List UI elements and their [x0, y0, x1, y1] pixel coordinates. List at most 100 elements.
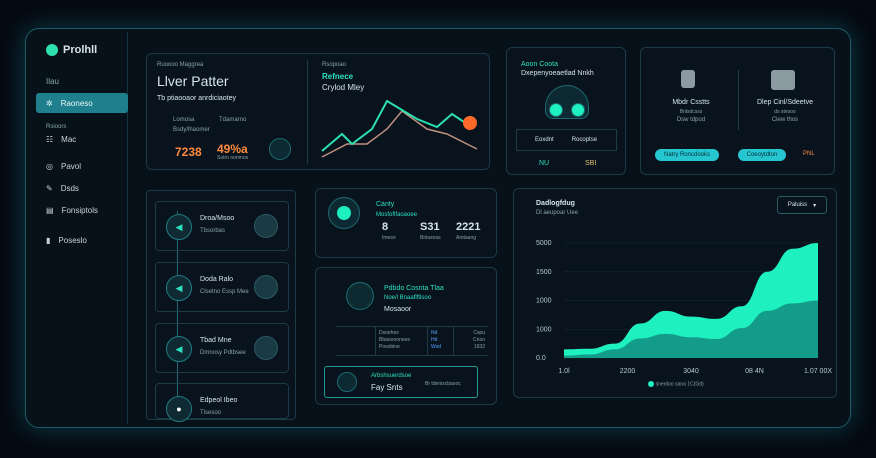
sidebar: Prolhll Ilau ✲ Raoneso Rsioors ☷ Mac ◎ Pavo… [30, 32, 128, 424]
hero-stat-2: 49%a [217, 142, 248, 156]
x-tick-label: 1.07 00X [804, 368, 832, 375]
profile-sub: Bnlsdcsss [679, 109, 703, 115]
y-tick-label: 0.0 [536, 355, 546, 362]
footer-label: Arbshsuerdsoe [371, 373, 412, 379]
x-tick-label: 08 4N [745, 368, 764, 375]
area-chart: 0.0 1000 1000 1500 5000 1.0l 2200 3040 08 4N 1.07… [536, 240, 832, 375]
hero-stat-label: Sutro oonmos [217, 155, 249, 161]
agent-card: Aoon Coota Dxepenyoeaetlad Nnkh Eoxdnt Ro… [506, 47, 626, 175]
timeline-item[interactable]: ◀ Droa/Msoo Tbsorbas [155, 201, 289, 251]
county-stat-value: S31 [420, 221, 440, 233]
sidebar-item-label: Poseslo [58, 235, 87, 245]
sparkle-icon: ✲ [46, 98, 53, 108]
send-icon: ◀ [166, 214, 192, 240]
trend-eyebrow: Rsopoao [322, 62, 347, 68]
sidebar-item-poseslo[interactable]: ▮ Poseslo [36, 230, 128, 250]
y-tick-label: 1000 [536, 298, 552, 305]
x-tick-label: 2200 [620, 368, 636, 375]
timeline-title: Droa/Msoo [200, 215, 235, 222]
county-stat-label: Amtaang [456, 235, 477, 241]
legend-swatch [648, 381, 655, 387]
sidebar-item-dsds[interactable]: ✎ Dsds [36, 178, 128, 198]
trend-title: Refnece [322, 72, 354, 81]
timeline-sub: Dmnosy Pdtbsee [200, 350, 246, 356]
profile-meta: Clew thos [771, 117, 799, 123]
hero-label: Lomosa [173, 117, 195, 123]
profile-action-button[interactable]: Natry Roncdooks [655, 149, 719, 161]
footer-meta: Br tdeniscbaooc [425, 381, 461, 387]
clock-icon [337, 372, 357, 392]
county-stat-value: 8 [382, 221, 389, 233]
trend-line-secondary [321, 109, 478, 158]
hero-stat-1: 7238 [175, 145, 202, 159]
county-stat-label: Bnlasnas [420, 235, 441, 241]
x-tick-label: 3040 [683, 368, 699, 375]
sidebar-item-pavol[interactable]: ◎ Pavol [36, 156, 128, 176]
profile-meta: Dsw tdpod [676, 117, 706, 123]
timeline-item[interactable]: ◀ Tbad Mne Dmnosy Pdtbsee [155, 323, 289, 373]
network-icon [254, 275, 278, 299]
sidebar-item-label: Raoneso [60, 98, 93, 108]
county-title: Canty [376, 201, 395, 208]
agent-action-left[interactable] [549, 103, 563, 117]
app-name: Prolhll [63, 44, 98, 56]
session-card: Pdbdo Cosnta Tlaa Noe/l Bnaaflftlsoo Mos… [315, 267, 497, 405]
brain-icon [328, 197, 360, 229]
chart-subtitle: Dl aeupoar Uee [536, 210, 579, 216]
session-grid: Dsoehes Bbaoooonoes Posobine Nd Hd Wsd Cspu C… [336, 326, 488, 356]
dropdown-value: Paluiss [787, 202, 808, 208]
monitor-icon [254, 214, 278, 238]
logo-icon [46, 44, 58, 56]
profile-action-button[interactable]: Coeoytdton [738, 149, 786, 161]
image-icon [254, 336, 278, 360]
robot-icon [681, 70, 695, 88]
timeline-item[interactable]: ◀ Doda Ralo Clsetno Essp Mee [155, 262, 289, 312]
hero-card: Ruoooo Maggrea Llver Patter Tb ptiaooaor… [146, 53, 490, 170]
sidebar-item-raoneso[interactable]: ✲ Raoneso [36, 93, 128, 113]
agent-option[interactable]: Eoxdnt [535, 137, 554, 143]
sidebar-item-fonsiptols[interactable]: ▤ Fonsiptols [36, 200, 128, 220]
grid-icon: ☷ [46, 134, 54, 144]
agent-value: NU [539, 160, 550, 167]
sidebar-section-label: Ilau [46, 77, 59, 86]
timeline-sub: Clsetno Essp Mee [200, 289, 249, 295]
signature-icon [336, 327, 376, 355]
globe-icon: ◎ [46, 161, 53, 171]
county-card: Canty Mosfoflfaoaoee 8 Imeso S31 Bnlasna… [315, 188, 497, 258]
session-title: Pdbdo Cosnta Tlaa [384, 285, 444, 292]
legend-label: snerdoo sana 1C(Gd) [655, 381, 704, 388]
refresh-icon[interactable] [269, 138, 291, 160]
agent-action-right[interactable] [571, 103, 585, 117]
divider [738, 70, 739, 130]
sidebar-item-mac[interactable]: ☷ Mac [36, 129, 128, 149]
hero-label: Tdamarno [219, 117, 247, 123]
chart-range-dropdown[interactable]: Paluiss ▾ [777, 196, 827, 214]
profile-name: Mbdr Csstts [672, 99, 710, 106]
county-stat-label: Imeso [382, 235, 396, 241]
session-subtitle: Noe/l Bnaaflftlsoo [384, 295, 432, 301]
profile-tag: PNL [803, 151, 815, 157]
profiles-card: Mbdr Csstts Bnlsdcsss Dsw tdpod Dlep Cin… [640, 47, 835, 175]
trend-subtitle: Crylod Mley [322, 83, 365, 92]
session-icon [346, 282, 374, 310]
agent-title: Aoon Coota [521, 61, 558, 68]
chart-card: Dadlogfdug Dl aeupoar Uee Paluiss ▾ 0.0 10… [513, 188, 837, 398]
chart-legend: snerdoo sana 1C(Gd) [514, 381, 838, 387]
hero-label: Bsdy/lhaomer [173, 127, 210, 133]
timeline-item[interactable]: ● Edpeol Ibeo Tlsesoo [155, 383, 289, 422]
app-logo: Prolhll [46, 44, 97, 56]
session-status: Mosaoor [384, 306, 412, 313]
agent-option[interactable]: Rocoptse [571, 137, 598, 143]
wifi-icon [254, 396, 278, 420]
sidebar-item-label: Mac [61, 134, 77, 144]
session-footer[interactable]: Arbshsuerdsoe Fay Snts Br tdeniscbaooc [324, 366, 478, 398]
agent-value: SBI [585, 160, 597, 167]
hero-eyebrow: Ruoooo Maggrea [157, 62, 204, 68]
footer-title: Fay Snts [371, 383, 403, 392]
send-icon: ◀ [166, 336, 192, 362]
send-icon: ◀ [166, 275, 192, 301]
y-tick-label: 1500 [536, 269, 552, 276]
profile-sub: ds stesoo [774, 109, 796, 115]
machine-icon [771, 70, 795, 90]
sidebar-item-label: Dsds [60, 183, 79, 193]
